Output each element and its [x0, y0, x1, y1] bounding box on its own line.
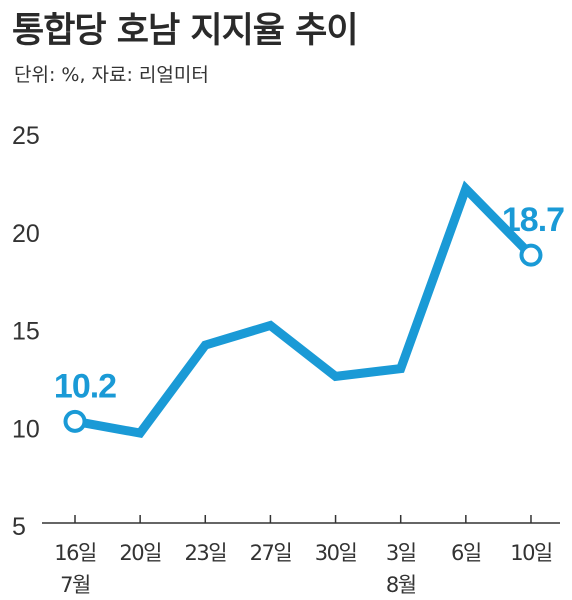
data-point-marker: [63, 409, 87, 433]
x-tick-label: 23일: [185, 541, 227, 565]
x-month-label: 8월: [386, 573, 416, 597]
x-tick-label: 30일: [315, 541, 357, 565]
data-label: 10.2: [54, 367, 116, 405]
y-tick-label: 25: [12, 122, 40, 150]
series-line: [74, 180, 535, 439]
chart-subtitle: 단위: %, 자료: 리얼미터: [14, 64, 209, 86]
y-tick-label: 5: [12, 513, 26, 541]
x-tick-label: 3일: [386, 541, 416, 565]
y-tick-label: 15: [12, 318, 40, 346]
x-tick-label: 16일: [54, 541, 96, 565]
x-tick-label: 6일: [451, 541, 481, 565]
chart-title: 통합당 호남 지지율 추이: [12, 11, 359, 51]
x-tick-label: 10일: [510, 541, 552, 565]
x-month-label: 7월: [60, 573, 90, 597]
y-tick-label: 20: [12, 220, 40, 248]
x-tick-label: 20일: [119, 541, 161, 565]
data-label: 18.7: [502, 201, 564, 239]
data-point-marker: [519, 243, 543, 267]
x-tick-label: 27일: [250, 541, 292, 565]
y-tick-label: 10: [12, 415, 40, 443]
